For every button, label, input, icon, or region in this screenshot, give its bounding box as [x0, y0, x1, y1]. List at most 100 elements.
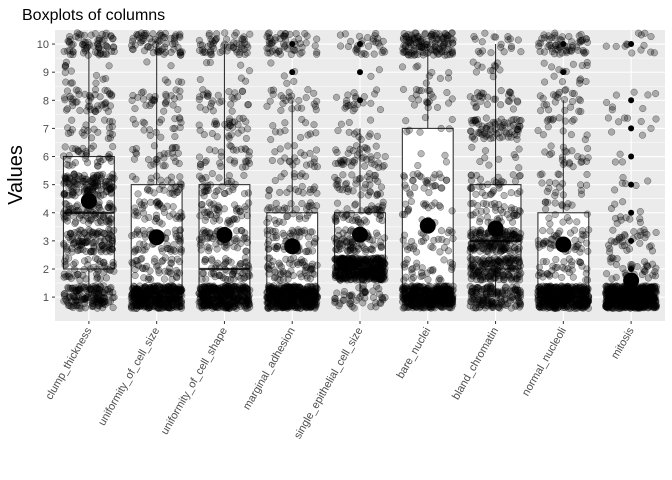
jitter-point — [472, 68, 480, 76]
jitter-point — [61, 290, 69, 298]
jitter-point — [434, 36, 442, 44]
jitter-point — [195, 121, 203, 129]
jitter-point — [398, 63, 407, 71]
jitter-point — [440, 256, 448, 264]
jitter-point — [150, 97, 158, 105]
jitter-point — [67, 67, 75, 75]
jitter-point — [280, 43, 288, 51]
jitter-point — [302, 94, 310, 102]
jitter-point — [445, 99, 453, 107]
jitter-point — [199, 269, 207, 277]
jitter-point — [348, 271, 356, 279]
jitter-point — [485, 161, 493, 169]
jitter-point — [348, 171, 356, 179]
jitter-point — [366, 130, 374, 138]
jitter-point — [237, 61, 245, 69]
jitter-point — [212, 120, 221, 128]
jitter-point — [303, 212, 311, 220]
jitter-point — [438, 42, 446, 50]
jitter-point — [467, 177, 475, 185]
jitter-point — [162, 40, 170, 48]
jitter-point — [373, 86, 381, 94]
jitter-point — [310, 162, 318, 171]
jitter-point — [75, 214, 84, 222]
jitter-point — [298, 115, 306, 123]
jitter-point — [293, 157, 301, 165]
jitter-point — [504, 300, 512, 308]
jitter-point — [162, 100, 170, 108]
jitter-point — [492, 206, 500, 214]
jitter-point — [469, 226, 477, 234]
jitter-point — [449, 260, 457, 268]
jitter-point — [284, 142, 292, 150]
jitter-point — [277, 157, 285, 165]
jitter-point — [161, 162, 169, 170]
jitter-point — [342, 179, 351, 187]
jitter-point — [484, 265, 493, 273]
jitter-point — [90, 239, 98, 247]
jitter-point — [240, 288, 248, 296]
jitter-point — [198, 275, 206, 283]
jitter-point — [498, 287, 506, 295]
jitter-point — [495, 200, 503, 209]
jitter-point — [204, 43, 212, 51]
jitter-point — [502, 235, 510, 243]
jitter-point — [244, 189, 253, 197]
jitter-point — [505, 97, 513, 105]
jitter-point — [65, 184, 73, 192]
jitter-point — [93, 230, 101, 239]
jitter-point — [223, 35, 231, 43]
jitter-point — [479, 47, 487, 55]
jitter-point — [363, 155, 371, 163]
jitter-point — [60, 94, 69, 102]
jitter-point — [143, 243, 151, 251]
jitter-point — [362, 246, 370, 254]
jitter-point — [227, 131, 235, 139]
jitter-point — [160, 150, 168, 158]
jitter-point — [110, 47, 118, 56]
jitter-point — [370, 50, 378, 58]
jitter-point — [94, 36, 102, 44]
jitter-point — [333, 199, 342, 207]
jitter-point — [225, 171, 233, 180]
jitter-point — [62, 212, 70, 220]
jitter-point — [208, 264, 216, 272]
jitter-point — [241, 145, 249, 153]
jitter-point — [413, 259, 421, 267]
jitter-point — [375, 66, 383, 74]
jitter-point — [489, 134, 497, 142]
jitter-point — [469, 199, 477, 207]
jitter-point — [449, 36, 457, 44]
jitter-point — [414, 62, 422, 70]
jitter-point — [171, 226, 179, 234]
jitter-point — [176, 258, 184, 266]
jitter-point — [272, 219, 280, 228]
jitter-point — [297, 133, 305, 141]
jitter-point — [61, 261, 69, 269]
jitter-point — [345, 128, 353, 136]
jitter-point — [172, 158, 180, 166]
jitter-point — [229, 183, 237, 191]
jitter-point — [139, 209, 148, 217]
jitter-point — [509, 105, 517, 113]
jitter-point — [206, 282, 214, 290]
jitter-point — [62, 260, 70, 268]
jitter-point — [159, 256, 167, 265]
jitter-point — [245, 199, 253, 207]
jitter-point — [419, 237, 427, 245]
jitter-point — [477, 300, 485, 309]
jitter-point — [428, 68, 436, 76]
outlier-point — [628, 125, 635, 132]
jitter-point — [131, 120, 139, 128]
jitter-point — [512, 153, 520, 161]
jitter-point — [289, 210, 297, 218]
jitter-point — [215, 174, 223, 182]
jitter-point — [87, 216, 95, 224]
jitter-point — [92, 71, 101, 79]
jitter-point — [379, 198, 387, 206]
jitter-point — [497, 40, 505, 48]
jitter-point — [102, 99, 110, 107]
jitter-point — [468, 272, 477, 280]
jitter-point — [233, 215, 241, 223]
jitter-point — [158, 290, 166, 298]
